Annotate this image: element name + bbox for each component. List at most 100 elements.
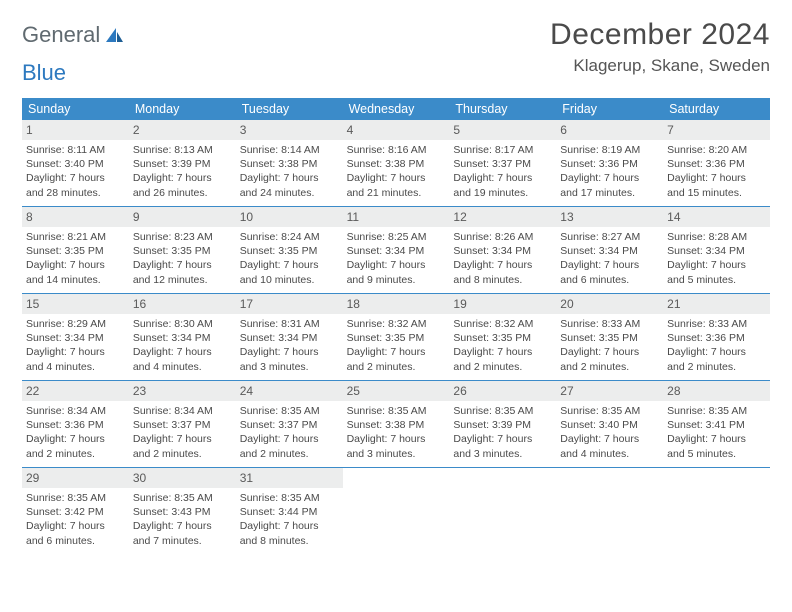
day-number: 19 [449, 294, 556, 314]
sunset-text: Sunset: 3:37 PM [240, 418, 339, 432]
sunset-text: Sunset: 3:41 PM [667, 418, 766, 432]
sunrise-text: Sunrise: 8:33 AM [667, 317, 766, 331]
sunset-text: Sunset: 3:36 PM [667, 157, 766, 171]
day-cell: 4Sunrise: 8:16 AMSunset: 3:38 PMDaylight… [343, 120, 450, 206]
daylight-text: Daylight: 7 hours [240, 345, 339, 359]
daylight-text: Daylight: 7 hours [26, 345, 125, 359]
sunrise-text: Sunrise: 8:35 AM [453, 404, 552, 418]
sunrise-text: Sunrise: 8:30 AM [133, 317, 232, 331]
day-number: 23 [129, 381, 236, 401]
daylight-text: and 4 minutes. [560, 447, 659, 461]
sunset-text: Sunset: 3:44 PM [240, 505, 339, 519]
sunrise-text: Sunrise: 8:31 AM [240, 317, 339, 331]
sunset-text: Sunset: 3:38 PM [240, 157, 339, 171]
sunrise-text: Sunrise: 8:14 AM [240, 143, 339, 157]
sunrise-text: Sunrise: 8:35 AM [240, 491, 339, 505]
sunset-text: Sunset: 3:39 PM [453, 418, 552, 432]
day-cell: 20Sunrise: 8:33 AMSunset: 3:35 PMDayligh… [556, 294, 663, 380]
day-cell [449, 468, 556, 554]
sunrise-text: Sunrise: 8:35 AM [240, 404, 339, 418]
sunset-text: Sunset: 3:38 PM [347, 157, 446, 171]
day-cell: 9Sunrise: 8:23 AMSunset: 3:35 PMDaylight… [129, 207, 236, 293]
calendar: SundayMondayTuesdayWednesdayThursdayFrid… [22, 98, 770, 554]
day-cell: 26Sunrise: 8:35 AMSunset: 3:39 PMDayligh… [449, 381, 556, 467]
day-number: 11 [343, 207, 450, 227]
month-title: December 2024 [550, 18, 770, 52]
weekday-header-row: SundayMondayTuesdayWednesdayThursdayFrid… [22, 98, 770, 120]
day-number: 27 [556, 381, 663, 401]
day-number: 20 [556, 294, 663, 314]
daylight-text: Daylight: 7 hours [667, 171, 766, 185]
sunrise-text: Sunrise: 8:24 AM [240, 230, 339, 244]
brand-word-2: Blue [22, 60, 66, 86]
sunset-text: Sunset: 3:34 PM [667, 244, 766, 258]
day-number: 1 [22, 120, 129, 140]
day-cell: 27 Sunrise: 8:35 AMSunset: 3:40 PMDayligh… [556, 381, 663, 467]
daylight-text: and 24 minutes. [240, 186, 339, 200]
sunset-text: Sunset: 3:34 PM [453, 244, 552, 258]
day-cell: 24 Sunrise: 8:35 AMSunset: 3:37 PMDayligh… [236, 381, 343, 467]
day-cell: 28Sunrise: 8:35 AMSunset: 3:41 PMDayligh… [663, 381, 770, 467]
sunrise-text: Sunrise: 8:29 AM [26, 317, 125, 331]
sunset-text: Sunset: 3:37 PM [133, 418, 232, 432]
day-cell: 22Sunrise: 8:34 AMSunset: 3:36 PMDayligh… [22, 381, 129, 467]
day-cell: 23Sunrise: 8:34 AMSunset: 3:37 PMDayligh… [129, 381, 236, 467]
daylight-text: Daylight: 7 hours [133, 171, 232, 185]
daylight-text: and 6 minutes. [560, 273, 659, 287]
daylight-text: Daylight: 7 hours [26, 432, 125, 446]
week-row: 1Sunrise: 8:11 AMSunset: 3:40 PMDaylight… [22, 120, 770, 207]
daylight-text: and 9 minutes. [347, 273, 446, 287]
day-number: 31 [236, 468, 343, 488]
day-cell: 6Sunrise: 8:19 AMSunset: 3:36 PMDaylight… [556, 120, 663, 206]
day-number: 8 [22, 207, 129, 227]
daylight-text: Daylight: 7 hours [133, 258, 232, 272]
daylight-text: Daylight: 7 hours [347, 258, 446, 272]
sunrise-text: Sunrise: 8:35 AM [26, 491, 125, 505]
day-cell: 29Sunrise: 8:35 AMSunset: 3:42 PMDayligh… [22, 468, 129, 554]
weekday-header: Sunday [22, 98, 129, 120]
daylight-text: Daylight: 7 hours [240, 171, 339, 185]
sunrise-text: Sunrise: 8:21 AM [26, 230, 125, 244]
weekday-header: Monday [129, 98, 236, 120]
daylight-text: and 2 minutes. [26, 447, 125, 461]
day-cell: 21Sunrise: 8:33 AMSunset: 3:36 PMDayligh… [663, 294, 770, 380]
day-number: 24 [236, 381, 343, 401]
sunrise-text: Sunrise: 8:34 AM [26, 404, 125, 418]
weekday-header: Wednesday [343, 98, 450, 120]
day-cell: 11Sunrise: 8:25 AMSunset: 3:34 PMDayligh… [343, 207, 450, 293]
sunrise-text: Sunrise: 8:35 AM [667, 404, 766, 418]
sunset-text: Sunset: 3:38 PM [347, 418, 446, 432]
daylight-text: Daylight: 7 hours [560, 345, 659, 359]
sunset-text: Sunset: 3:40 PM [560, 418, 659, 432]
daylight-text: and 7 minutes. [133, 534, 232, 548]
day-number: 10 [236, 207, 343, 227]
daylight-text: and 12 minutes. [133, 273, 232, 287]
daylight-text: and 10 minutes. [240, 273, 339, 287]
day-number: 30 [129, 468, 236, 488]
daylight-text: and 28 minutes. [26, 186, 125, 200]
week-row: 15Sunrise: 8:29 AMSunset: 3:34 PMDayligh… [22, 294, 770, 381]
sunrise-text: Sunrise: 8:35 AM [560, 404, 659, 418]
day-cell: 18Sunrise: 8:32 AMSunset: 3:35 PMDayligh… [343, 294, 450, 380]
daylight-text: Daylight: 7 hours [26, 519, 125, 533]
day-cell: 16Sunrise: 8:30 AMSunset: 3:34 PMDayligh… [129, 294, 236, 380]
daylight-text: and 15 minutes. [667, 186, 766, 200]
daylight-text: and 4 minutes. [133, 360, 232, 374]
day-number: 18 [343, 294, 450, 314]
sunset-text: Sunset: 3:34 PM [347, 244, 446, 258]
daylight-text: and 2 minutes. [347, 360, 446, 374]
day-cell [343, 468, 450, 554]
sunset-text: Sunset: 3:35 PM [26, 244, 125, 258]
sunset-text: Sunset: 3:34 PM [560, 244, 659, 258]
day-cell: 12Sunrise: 8:26 AMSunset: 3:34 PMDayligh… [449, 207, 556, 293]
daylight-text: Daylight: 7 hours [560, 432, 659, 446]
day-cell: 10Sunrise: 8:24 AMSunset: 3:35 PMDayligh… [236, 207, 343, 293]
location-text: Klagerup, Skane, Sweden [550, 56, 770, 76]
sunset-text: Sunset: 3:34 PM [133, 331, 232, 345]
day-number: 25 [343, 381, 450, 401]
daylight-text: Daylight: 7 hours [240, 432, 339, 446]
day-cell: 30Sunrise: 8:35 AMSunset: 3:43 PMDayligh… [129, 468, 236, 554]
daylight-text: and 5 minutes. [667, 447, 766, 461]
day-number: 3 [236, 120, 343, 140]
day-number: 9 [129, 207, 236, 227]
